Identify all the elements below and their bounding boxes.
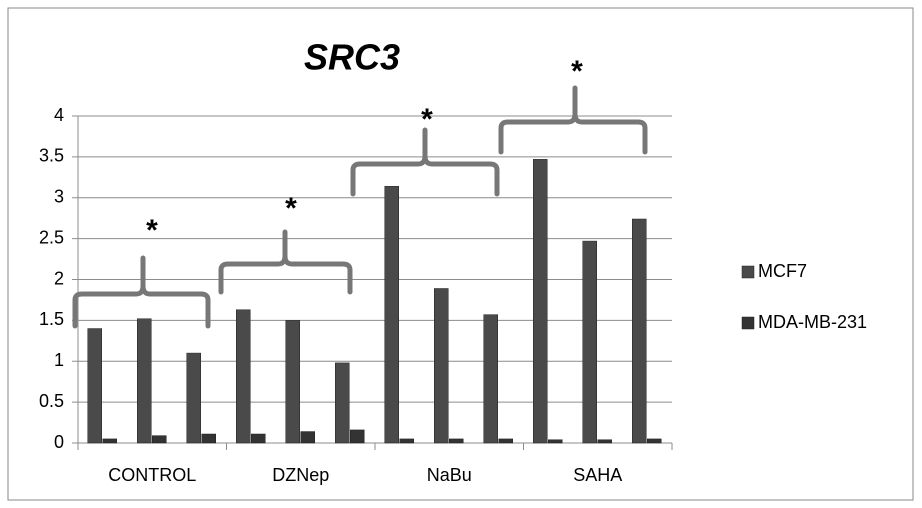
bar (300, 431, 315, 444)
bar (87, 328, 102, 444)
chart-title: SRC3 (304, 37, 400, 78)
bar (186, 352, 201, 444)
bar (483, 314, 498, 444)
bar (384, 186, 399, 444)
bar (201, 433, 216, 444)
bar (137, 318, 152, 444)
y-tick-label: 2 (54, 268, 64, 288)
bar (548, 439, 563, 444)
bar (597, 439, 612, 444)
bar (399, 438, 414, 444)
bar (285, 320, 300, 444)
y-tick-label: 0.5 (39, 391, 64, 411)
bar (236, 309, 251, 444)
brace (72, 255, 211, 329)
y-tick-label: 1 (54, 350, 64, 370)
y-tick-label: 2.5 (39, 227, 64, 247)
x-tick-label: SAHA (573, 465, 622, 485)
bar (102, 438, 117, 444)
y-tick-label: 3 (54, 187, 64, 207)
brace (218, 229, 353, 295)
bar (582, 240, 597, 444)
bar (251, 433, 266, 444)
x-tick-label: NaBu (427, 465, 472, 485)
bar (533, 159, 548, 444)
annotation: * (285, 192, 297, 225)
chart-frame (7, 7, 914, 501)
brace (350, 127, 500, 197)
brace (498, 85, 648, 155)
legend-label: MCF7 (758, 261, 807, 281)
x-tick-label: DZNep (272, 465, 329, 485)
bar (449, 438, 464, 444)
legend-swatch (741, 265, 755, 279)
bar (434, 288, 449, 444)
y-tick-label: 1.5 (39, 309, 64, 329)
y-tick-label: 3.5 (39, 146, 64, 166)
y-tick-label: 0 (54, 432, 64, 452)
bar (335, 362, 350, 444)
annotation: * (146, 214, 158, 247)
annotation: * (421, 103, 433, 136)
x-tick-label: CONTROL (108, 465, 196, 485)
annotation: * (571, 55, 583, 88)
bar (498, 438, 513, 444)
bar (152, 435, 167, 444)
legend-swatch (741, 316, 755, 330)
bar (632, 218, 647, 444)
legend-label: MDA-MB-231 (758, 312, 867, 332)
bar (350, 429, 365, 444)
y-tick-label: 4 (54, 105, 64, 125)
bar (647, 438, 662, 444)
